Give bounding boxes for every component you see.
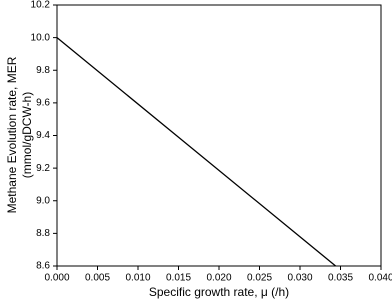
y-tick-label: 9.8	[36, 65, 50, 76]
y-axis-label: (mmol/gDCW-h)	[20, 92, 34, 178]
x-tick-label: 0.035	[328, 273, 353, 284]
y-tick-label: 8.6	[36, 261, 50, 272]
x-tick-label: 0.015	[166, 273, 191, 284]
x-tick-label: 0.040	[368, 273, 392, 284]
data-line	[56, 37, 337, 267]
y-tick-label: 9.0	[36, 195, 50, 206]
x-tick-label: 0.000	[44, 273, 69, 284]
y-tick-label: 10.2	[31, 0, 51, 11]
y-tick-label: 9.6	[36, 98, 50, 109]
y-tick-label: 9.2	[36, 163, 50, 174]
x-tick-label: 0.020	[206, 273, 231, 284]
x-tick-label: 0.010	[125, 273, 150, 284]
y-tick-label: 9.4	[36, 130, 50, 141]
y-tick-label: 10.0	[31, 32, 51, 43]
y-tick-label: 8.8	[36, 228, 50, 239]
plot-frame	[56, 4, 382, 267]
y-axis-label: Methane Evolution rate, MER	[5, 56, 19, 213]
x-tick-label: 0.005	[85, 273, 110, 284]
x-axis-label: Specific growth rate, μ (/h)	[149, 285, 289, 299]
x-tick-label: 0.025	[247, 273, 272, 284]
x-tick-label: 0.030	[287, 273, 312, 284]
